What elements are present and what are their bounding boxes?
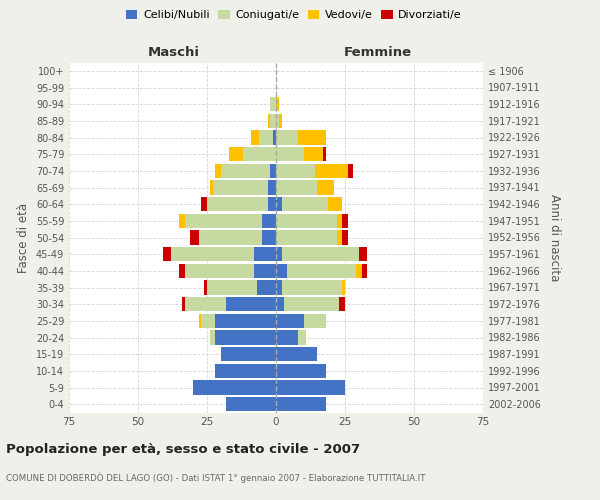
Bar (273, 130, 276, 144)
Bar (276, 97, 279, 112)
Bar (254, 247, 276, 261)
Bar (254, 264, 276, 278)
Bar (193, 380, 276, 394)
Bar (185, 297, 226, 311)
Bar (171, 247, 254, 261)
Bar (226, 397, 276, 411)
Bar (276, 130, 298, 144)
Bar (323, 147, 326, 161)
Bar (215, 314, 276, 328)
Bar (215, 364, 276, 378)
Bar (359, 247, 367, 261)
Text: Popolazione per età, sesso e stato civile - 2007: Popolazione per età, sesso e stato civil… (6, 442, 360, 456)
Text: COMUNE DI DOBERDÒ DEL LAGO (GO) - Dati ISTAT 1° gennaio 2007 - Elaborazione TUTT: COMUNE DI DOBERDÒ DEL LAGO (GO) - Dati I… (6, 472, 425, 483)
Bar (262, 230, 276, 244)
Bar (212, 180, 268, 194)
Bar (276, 364, 326, 378)
Bar (226, 297, 276, 311)
Bar (317, 180, 334, 194)
Bar (276, 114, 279, 128)
Bar (221, 347, 276, 361)
Bar (229, 147, 243, 161)
Bar (215, 164, 221, 178)
Bar (204, 280, 207, 294)
Bar (276, 314, 304, 328)
Bar (281, 280, 342, 294)
Bar (342, 230, 348, 244)
Bar (271, 114, 276, 128)
Bar (210, 330, 215, 344)
Bar (163, 247, 171, 261)
Bar (340, 297, 345, 311)
Bar (279, 114, 281, 128)
Bar (356, 264, 362, 278)
Bar (190, 230, 199, 244)
Bar (271, 97, 276, 112)
Bar (276, 347, 317, 361)
Bar (342, 214, 348, 228)
Bar (276, 164, 314, 178)
Bar (257, 280, 276, 294)
Bar (210, 180, 212, 194)
Bar (221, 164, 271, 178)
Y-axis label: Fasce di età: Fasce di età (17, 202, 30, 272)
Bar (199, 230, 262, 244)
Bar (243, 147, 276, 161)
Bar (276, 297, 284, 311)
Bar (342, 280, 345, 294)
Bar (185, 214, 262, 228)
Text: Femmine: Femmine (344, 46, 412, 59)
Bar (179, 214, 185, 228)
Bar (262, 214, 276, 228)
Bar (268, 180, 276, 194)
Bar (362, 264, 367, 278)
Bar (276, 197, 281, 211)
Text: Maschi: Maschi (148, 46, 200, 59)
Bar (276, 214, 337, 228)
Bar (298, 130, 326, 144)
Bar (304, 147, 323, 161)
Bar (207, 197, 268, 211)
Bar (276, 380, 345, 394)
Bar (276, 397, 326, 411)
Bar (298, 330, 307, 344)
Bar (179, 264, 185, 278)
Bar (328, 197, 342, 211)
Bar (268, 197, 276, 211)
Bar (276, 247, 281, 261)
Legend: Celibi/Nubili, Coniugati/e, Vedovi/e, Divorziati/e: Celibi/Nubili, Coniugati/e, Vedovi/e, Di… (122, 6, 466, 25)
Y-axis label: Anni di nascita: Anni di nascita (548, 194, 560, 281)
Bar (281, 247, 359, 261)
Bar (276, 147, 304, 161)
Bar (314, 164, 348, 178)
Bar (251, 130, 259, 144)
Bar (304, 314, 326, 328)
Bar (276, 230, 337, 244)
Bar (281, 197, 328, 211)
Bar (276, 180, 317, 194)
Bar (287, 264, 356, 278)
Bar (202, 197, 207, 211)
Bar (271, 164, 276, 178)
Bar (276, 330, 298, 344)
Bar (268, 114, 271, 128)
Bar (259, 130, 273, 144)
Bar (207, 280, 257, 294)
Bar (337, 230, 342, 244)
Bar (199, 314, 202, 328)
Bar (185, 264, 254, 278)
Bar (215, 330, 276, 344)
Bar (182, 297, 185, 311)
Bar (284, 297, 340, 311)
Bar (202, 314, 215, 328)
Bar (276, 264, 287, 278)
Bar (348, 164, 353, 178)
Bar (337, 214, 342, 228)
Bar (276, 280, 281, 294)
